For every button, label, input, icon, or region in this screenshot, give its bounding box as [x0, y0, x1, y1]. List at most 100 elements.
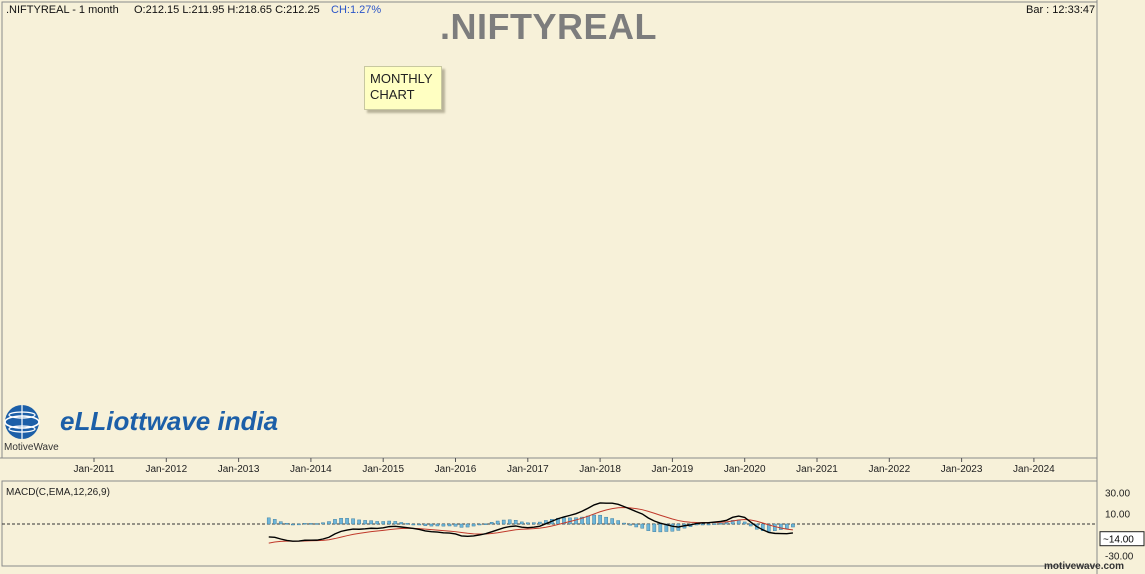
macd-histogram-bar	[586, 515, 590, 525]
grid	[1, 1, 1098, 567]
macd-histogram-bar	[339, 518, 343, 525]
macd-histogram-bar	[742, 521, 747, 525]
macd-histogram-bar	[471, 523, 476, 527]
time-tick-label: Jan-2018	[579, 464, 621, 475]
macd-histogram-bar	[447, 523, 452, 527]
macd-histogram-bar	[706, 523, 711, 526]
price-axis: 850.00800.00750.00700.00650.00600.00550.…	[1096, 0, 1145, 574]
macd-histogram-bar	[465, 523, 470, 528]
macd-histogram-bar	[405, 523, 410, 525]
macd-histogram-bar	[760, 523, 765, 531]
macd-histogram-bar	[628, 523, 633, 526]
macd-histogram-bar	[285, 523, 289, 525]
watermark: motivewave.com	[1044, 561, 1125, 572]
chart-title: .NIFTYREAL	[440, 6, 657, 47]
macd-histogram-bar	[724, 522, 729, 525]
macd-histogram-bar	[562, 517, 566, 525]
macd-histogram-bar	[453, 523, 458, 527]
macd-histogram-bar	[363, 520, 367, 525]
macd-histogram-bar	[616, 520, 620, 525]
bar-timer: Bar : 12:33:47	[1026, 4, 1096, 16]
macd-tick-label: -30.00	[1105, 552, 1134, 563]
macd-histogram-bar	[634, 523, 639, 528]
macd-histogram-bar	[791, 523, 795, 528]
macd-histogram-bar	[315, 523, 319, 525]
macd-histogram-bar	[429, 523, 434, 527]
macd-histogram-bar	[291, 523, 295, 526]
macd-histogram-bar	[646, 523, 651, 531]
symbol-label[interactable]: .NIFTYREAL - 1 month	[6, 4, 119, 16]
macd-histogram-bar	[423, 523, 428, 527]
macd-histogram-bar	[532, 522, 536, 525]
logo-sub: MotiveWave	[4, 442, 59, 453]
macd-histogram-bar	[700, 523, 705, 526]
macd-histogram-bar	[519, 521, 524, 525]
macd-histogram-bar	[441, 523, 446, 527]
time-tick-label: Jan-2022	[868, 464, 910, 475]
logo: eLLiottwave india MotiveWave	[2, 402, 302, 458]
macd-histogram-bar	[411, 523, 416, 526]
time-tick-label: Jan-2014	[290, 464, 332, 475]
macd-histogram-bar	[513, 520, 518, 525]
macd-histogram-bar	[459, 523, 464, 528]
macd-histogram-bar	[592, 514, 596, 525]
macd-histogram-bar	[610, 518, 614, 525]
time-tick-label: Jan-2013	[218, 464, 260, 475]
macd-histogram-bar	[321, 522, 325, 525]
globe-logo-icon	[4, 405, 40, 439]
macd-histogram-bar	[309, 523, 313, 525]
macd-histogram-bar	[640, 523, 645, 529]
main-panel-frame	[1, 1, 1098, 459]
macd-histogram-bar	[477, 523, 482, 526]
macd-histogram-bar	[712, 523, 717, 525]
macd-histogram-bar	[381, 521, 386, 525]
macd-line	[268, 502, 794, 542]
macd-tick-label: 10.00	[1105, 510, 1130, 521]
macd-histogram-bar	[507, 519, 512, 525]
change-readout: CH:1.27%	[331, 4, 382, 16]
macd-histogram-bar	[297, 523, 301, 526]
macd-histogram-bar	[766, 523, 771, 532]
time-tick-label: Jan-2020	[724, 464, 766, 475]
macd-histogram-bar	[670, 523, 675, 532]
macd-panel: MACD(C,EMA,12,26,9)30.0010.00-14.00-30.0…	[2, 487, 1145, 563]
macd-signal-label: ~14.00	[1103, 535, 1134, 546]
macd-histogram-bar	[303, 523, 307, 525]
macd-histogram-bar	[730, 520, 735, 525]
time-axis: Jan-2011 Jan-2012 Jan-2013 Jan-2014 Jan-2015…	[0, 457, 1097, 475]
macd-histogram-bar	[375, 521, 379, 525]
macd-histogram-bar	[369, 520, 373, 525]
time-tick-label: Jan-2024	[1013, 464, 1055, 475]
macd-histogram-bar	[779, 523, 783, 530]
macd-histogram-bar	[393, 521, 398, 525]
time-tick-label: Jan-2017	[507, 464, 549, 475]
note-line-1: MONTHLY	[370, 71, 433, 86]
macd-histogram-bar	[495, 520, 500, 525]
macd-histogram-bar	[773, 523, 777, 531]
macd-histogram-bar	[327, 521, 331, 525]
logo-brand: eLLiottwave india	[60, 406, 279, 436]
macd-label: MACD(C,EMA,12,26,9)	[6, 487, 110, 498]
macd-histogram-bar	[538, 521, 542, 525]
macd-signal-line	[268, 507, 793, 544]
macd-histogram-bar	[272, 519, 277, 525]
macd-histogram-bar	[580, 516, 584, 525]
time-tick-label: Jan-2015	[362, 464, 404, 475]
time-tick-label: Jan-2011	[74, 464, 115, 475]
time-tick-label: Jan-2012	[145, 464, 187, 475]
price-axis-bg	[1097, 0, 1145, 574]
macd-histogram-bar	[399, 522, 404, 525]
macd-histogram-bar	[387, 520, 392, 525]
macd-histogram-bar	[351, 518, 355, 525]
macd-histogram-bar	[622, 522, 626, 525]
macd-histogram-bar	[417, 523, 422, 526]
monthly-chart-note: MONTHLY CHART	[364, 66, 442, 110]
macd-histogram-bar	[718, 522, 723, 525]
time-tick-label: Jan-2023	[941, 464, 983, 475]
macd-histogram-bar	[574, 517, 578, 525]
ohlc-readout: O:212.15 L:211.95 H:218.65 C:212.25	[134, 4, 320, 16]
note-line-2: CHART	[370, 87, 415, 102]
macd-histogram-bar	[501, 519, 506, 525]
macd-signal-tag	[1099, 531, 1145, 547]
